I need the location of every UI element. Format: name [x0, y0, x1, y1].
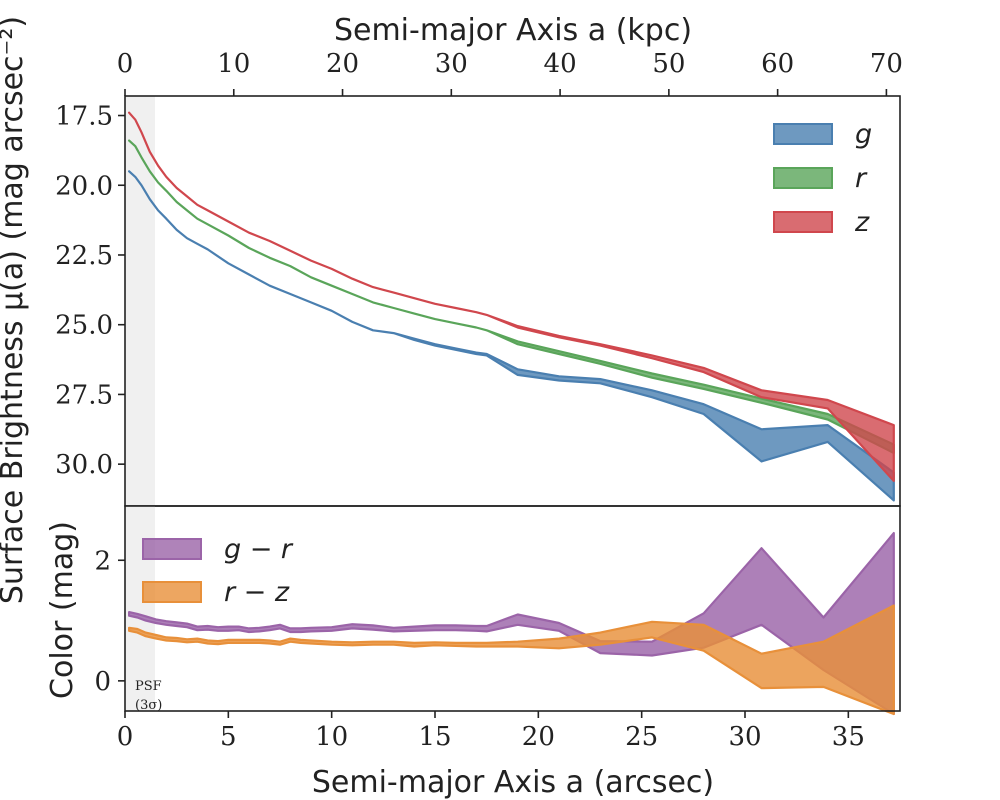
y-tick-label: 27.5: [55, 380, 113, 410]
legend-label-rz: r − z: [224, 577, 290, 608]
legend-label-g: g: [855, 119, 872, 150]
x-tick-label: 0: [117, 722, 134, 752]
surface-brightness-ticks: 17.5 20.0 22.5 25.0 27.5 30.0: [55, 102, 125, 480]
kpc-tick-label: 40: [544, 49, 577, 79]
legend-label-gr: g − r: [224, 534, 294, 565]
psf-annotation-line1: PSF: [135, 679, 162, 694]
legend-swatch-gr: [142, 538, 202, 560]
x-tick-label: 25: [625, 722, 658, 752]
y-axis-label-surface-brightness: Surface Brightness μ(a) (mag arcsec⁻²): [0, 16, 30, 604]
top-x-axis-label: Semi-major Axis a (kpc): [334, 13, 692, 48]
x-tick-label: 5: [220, 722, 237, 752]
surface-brightness-panel: 17.5 20.0 22.5 25.0 27.5 30.0 0 10 20 30 40 50 60 70…: [55, 49, 903, 507]
legend-label-r: r: [855, 163, 868, 194]
kpc-axis-ticks: 0 10 20 30 40 50 60 70: [117, 49, 903, 96]
kpc-tick-label: 50: [652, 49, 685, 79]
psf-shaded-region-top: [125, 96, 155, 506]
color-ticks: 0 5 10 15 20 25 30 35 0 2: [94, 546, 864, 752]
y-tick-label: 30.0: [55, 450, 113, 480]
bottom-x-axis-label: Semi-major Axis a (arcsec): [312, 765, 714, 800]
series-band-g: [128, 170, 895, 502]
y-tick-label: 20.0: [55, 171, 113, 201]
color-panel: 0 5 10 15 20 25 30 35 0 2 g − r r − z PSF (3σ): [94, 505, 901, 752]
kpc-tick-label: 60: [761, 49, 794, 79]
x-tick-label: 10: [315, 722, 348, 752]
y-axis-label-color: Color (mag): [45, 521, 80, 699]
kpc-tick-label: 10: [217, 49, 250, 79]
x-tick-label: 30: [728, 722, 761, 752]
kpc-tick-label: 20: [326, 49, 359, 79]
legend-swatch-rz: [142, 581, 202, 603]
color-y-tick-label: 0: [94, 667, 111, 697]
color-axes-frame: [124, 505, 901, 712]
x-tick-label: 35: [832, 722, 865, 752]
psf-annotation-line2: (3σ): [135, 698, 162, 713]
color-y-tick-label: 2: [94, 546, 111, 576]
legend-swatch-g: [773, 123, 833, 145]
legend-swatch-z: [773, 211, 833, 233]
color-series: [128, 532, 895, 716]
legend-swatch-r: [773, 167, 833, 189]
kpc-tick-label: 70: [870, 49, 903, 79]
y-tick-label: 25.0: [55, 311, 113, 341]
kpc-tick-label: 0: [117, 49, 134, 79]
series-band-z: [128, 111, 895, 482]
legend-label-z: z: [854, 207, 870, 238]
surface-brightness-series: [128, 111, 895, 502]
x-tick-label: 15: [418, 722, 451, 752]
y-tick-label: 17.5: [55, 102, 113, 132]
y-tick-label: 22.5: [55, 241, 113, 271]
series-band-rz: [128, 604, 895, 716]
x-tick-label: 20: [522, 722, 555, 752]
color-legend: g − r r − z: [142, 534, 294, 608]
surface-brightness-legend: grz: [773, 119, 872, 238]
kpc-tick-label: 30: [435, 49, 468, 79]
